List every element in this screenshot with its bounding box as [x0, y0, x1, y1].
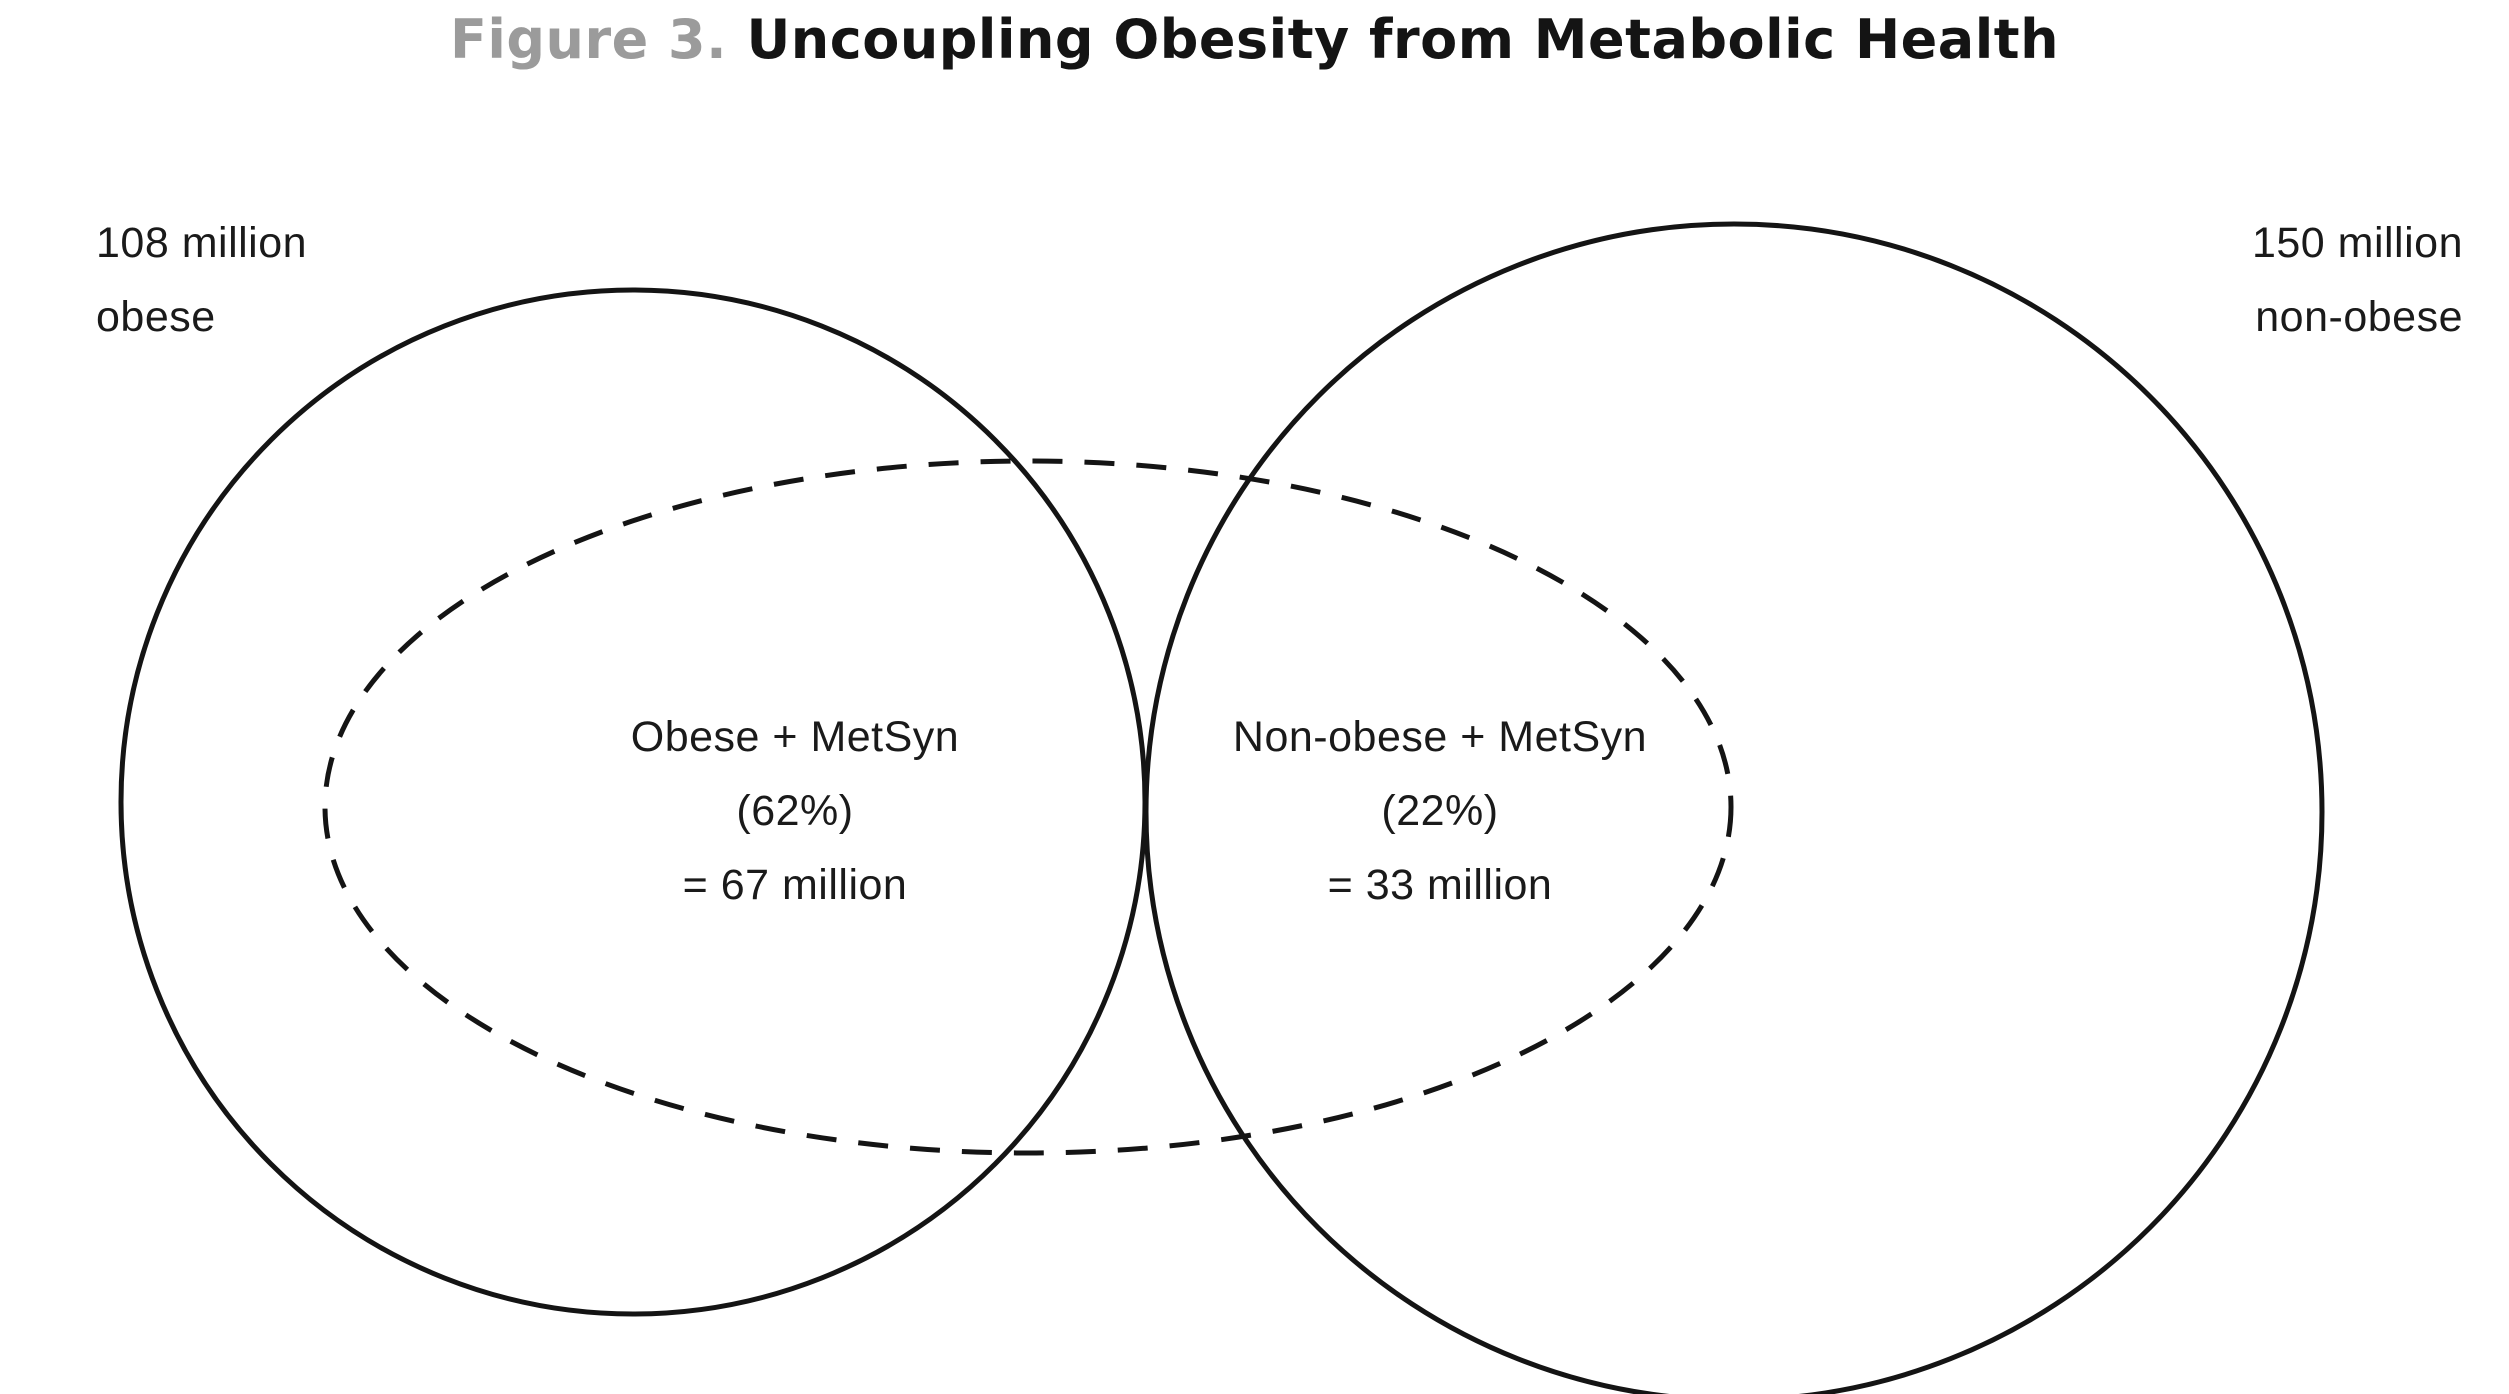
obese-metsyn-percent: (62%): [736, 787, 854, 835]
non-obese-circle-label: 150 million non-obese: [2252, 206, 2463, 354]
non-obese-metsyn-percent: (22%): [1381, 787, 1499, 835]
obese-circle-label: 108 million obese: [96, 206, 307, 354]
non-obese-count: 150 million: [2251, 219, 2463, 267]
obese-count: 108 million: [96, 219, 308, 267]
non-obese-circle: [1143, 221, 2325, 1394]
non-obese-metsyn-count: = 33 million: [1327, 861, 1553, 909]
obese-word: obese: [96, 293, 216, 341]
obese-metsyn-count: = 67 million: [682, 861, 908, 909]
non-obese-metsyn-region-label: Non-obese + MetSyn (22%) = 33 million: [1150, 700, 1730, 922]
non-obese-word: non-obese: [2255, 293, 2463, 341]
figure-title-text: Uncoupling Obesity from Metabolic Health: [746, 8, 2060, 71]
non-obese-metsyn-title: Non-obese + MetSyn: [1232, 713, 1648, 761]
obese-metsyn-title: Obese + MetSyn: [630, 713, 960, 761]
obese-metsyn-region-label: Obese + MetSyn (62%) = 67 million: [530, 700, 1060, 922]
figure-number: Figure 3.: [449, 8, 728, 71]
metsyn-dashed-ellipse: [322, 458, 1734, 1156]
figure-title: Figure 3. Uncoupling Obesity from Metabo…: [0, 8, 2509, 71]
